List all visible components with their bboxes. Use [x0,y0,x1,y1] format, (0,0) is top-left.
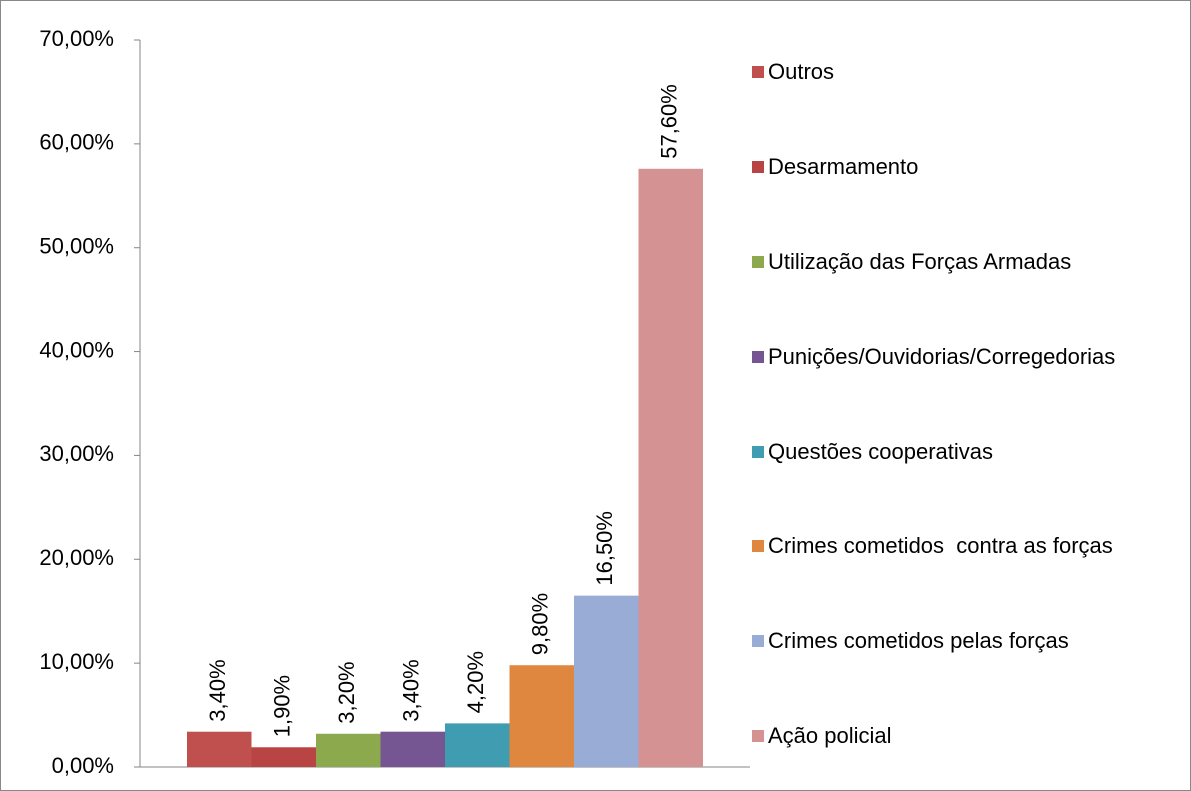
legend-swatch [752,446,764,458]
legend-swatch [752,730,764,742]
value-label: 3,40% [399,659,424,721]
legend-swatch [752,66,764,78]
legend-swatch [752,256,764,268]
value-label: 57,60% [657,84,682,159]
y-tick-label: 10,00% [39,649,114,674]
legend-label: Desarmamento [768,154,919,179]
bar [638,168,703,768]
y-tick-label: 40,00% [39,337,114,362]
bar [445,723,510,767]
bar [574,595,639,767]
value-label: 3,40% [205,659,230,721]
legend-swatch [752,540,764,552]
legend-label: Utilização das Forças Armadas [768,249,1072,274]
legend-label: Crimes cometidos contra as forças [768,533,1113,558]
bar [509,665,574,767]
value-label: 3,20% [334,661,359,723]
value-label: 4,20% [463,651,488,713]
legend-label: Ação policial [768,723,892,748]
legend-swatch [752,161,764,173]
y-tick-label: 30,00% [39,441,114,466]
legend-swatch [752,635,764,647]
legend-label: Outros [768,59,835,84]
legend-label: Crimes cometidos pelas forças [768,628,1069,653]
y-tick-label: 20,00% [39,545,114,570]
legend-swatch [752,351,764,363]
y-tick-label: 0,00% [52,753,114,778]
y-tick-label: 60,00% [39,130,114,155]
y-tick-label: 50,00% [39,234,114,259]
value-label: 1,90% [270,675,295,737]
legend-label: Questões cooperativas [768,439,994,464]
bar [187,731,252,767]
legend-label: Punições/Ouvidorias/Corregedorias [768,344,1116,369]
value-label: 16,50% [592,511,617,586]
bar [380,731,445,767]
value-label: 9,80% [528,593,553,655]
y-tick-label: 70,00% [39,26,114,51]
bar [251,747,316,767]
bar [316,733,381,767]
